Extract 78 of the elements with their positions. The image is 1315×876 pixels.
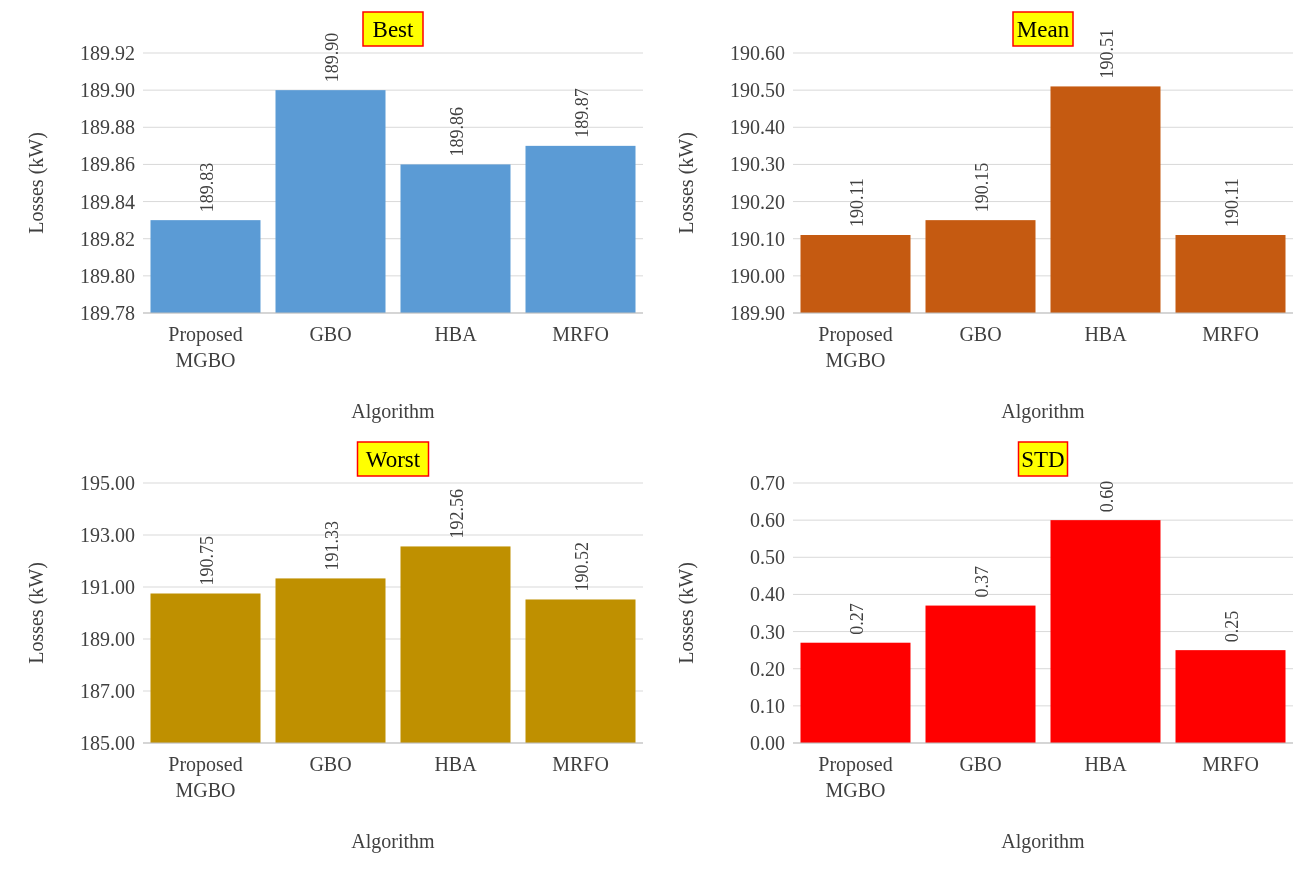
chart-title: STD [1021, 447, 1065, 472]
x-tick-label: Proposed MGBO [818, 323, 893, 371]
y-tick-label: 190.20 [730, 190, 785, 213]
y-tick-label: 195.00 [80, 472, 135, 494]
x-axis-title: Algorithm [351, 830, 436, 853]
x-tick-label: GBO [309, 323, 352, 345]
data-label: 189.90 [321, 32, 342, 83]
bar [1175, 650, 1286, 743]
x-tick-label: Proposed MGBO [168, 753, 243, 801]
x-tick-label: GBO [309, 753, 352, 775]
y-tick-label: 191.00 [80, 576, 135, 598]
x-tick-label: Proposed MGBO [818, 753, 893, 801]
x-tick-label: GBO [959, 753, 1002, 775]
y-tick-label: 0.70 [750, 472, 785, 494]
y-tick-label: 190.60 [730, 42, 785, 64]
y-tick-label: 0.10 [750, 694, 785, 717]
y-tick-label: 189.84 [80, 190, 135, 213]
data-label: 0.25 [1221, 610, 1242, 643]
x-tick-label: HBA [1084, 323, 1128, 345]
y-tick-label: 189.90 [730, 302, 785, 324]
bar [925, 605, 1036, 743]
y-tick-label: 187.00 [80, 680, 135, 702]
y-tick-label: 189.88 [80, 116, 135, 139]
x-tick-label: HBA [434, 323, 478, 345]
y-tick-label: 0.60 [750, 509, 785, 532]
data-label: 0.27 [846, 603, 867, 635]
x-tick-label: MRFO [552, 323, 609, 345]
bar [1050, 520, 1161, 743]
y-tick-label: 190.10 [730, 227, 785, 250]
data-label: 189.86 [446, 106, 467, 157]
y-axis-title: Losses (kW) [675, 562, 698, 664]
x-tick-label: MRFO [1202, 323, 1259, 345]
chart-title: Mean [1016, 17, 1070, 42]
chart-title: Best [372, 17, 415, 42]
y-tick-label: 0.30 [750, 620, 785, 643]
data-label: 190.11 [1221, 178, 1242, 227]
y-tick-label: 189.82 [80, 227, 135, 250]
data-label: 0.60 [1096, 480, 1117, 513]
x-tick-label: HBA [1084, 753, 1128, 775]
data-label: 190.75 [196, 536, 217, 586]
y-tick-label: 189.92 [80, 42, 135, 64]
y-tick-label: 190.00 [730, 264, 785, 287]
x-tick-label: Proposed MGBO [168, 323, 243, 371]
data-label: 190.15 [971, 162, 992, 213]
x-tick-label: MRFO [1202, 753, 1259, 775]
y-tick-label: 189.00 [80, 628, 135, 650]
data-label: 190.51 [1096, 28, 1117, 79]
y-axis-title: Losses (kW) [25, 132, 48, 234]
data-label: 0.37 [971, 566, 992, 598]
y-tick-label: 189.86 [80, 153, 135, 176]
x-axis-title: Algorithm [1001, 830, 1086, 853]
x-axis-title: Algorithm [1001, 400, 1086, 423]
x-tick-label: GBO [959, 323, 1002, 345]
y-tick-label: 189.78 [80, 302, 135, 324]
y-tick-label: 0.00 [750, 732, 785, 754]
y-tick-label: 190.50 [730, 79, 785, 102]
bar [800, 642, 911, 743]
y-tick-label: 0.40 [750, 583, 785, 606]
y-tick-label: 0.20 [750, 657, 785, 680]
x-axis-title: Algorithm [351, 400, 436, 423]
y-axis-title: Losses (kW) [25, 562, 48, 664]
data-label: 189.83 [196, 162, 217, 213]
data-label: 190.11 [846, 178, 867, 227]
y-tick-label: 190.30 [730, 153, 785, 176]
data-label: 189.87 [571, 88, 592, 138]
y-tick-label: 189.90 [80, 79, 135, 102]
y-axis-title: Losses (kW) [675, 132, 698, 234]
y-tick-label: 193.00 [80, 524, 135, 546]
y-tick-label: 190.40 [730, 116, 785, 139]
chart-title: Worst [365, 447, 421, 472]
x-tick-label: HBA [434, 753, 478, 775]
x-tick-label: MRFO [552, 753, 609, 775]
y-tick-label: 185.00 [80, 732, 135, 754]
data-label: 191.33 [321, 520, 342, 571]
y-tick-label: 0.50 [750, 546, 785, 569]
data-label: 190.52 [571, 541, 592, 592]
data-label: 192.56 [446, 488, 467, 539]
y-tick-label: 189.80 [80, 264, 135, 287]
